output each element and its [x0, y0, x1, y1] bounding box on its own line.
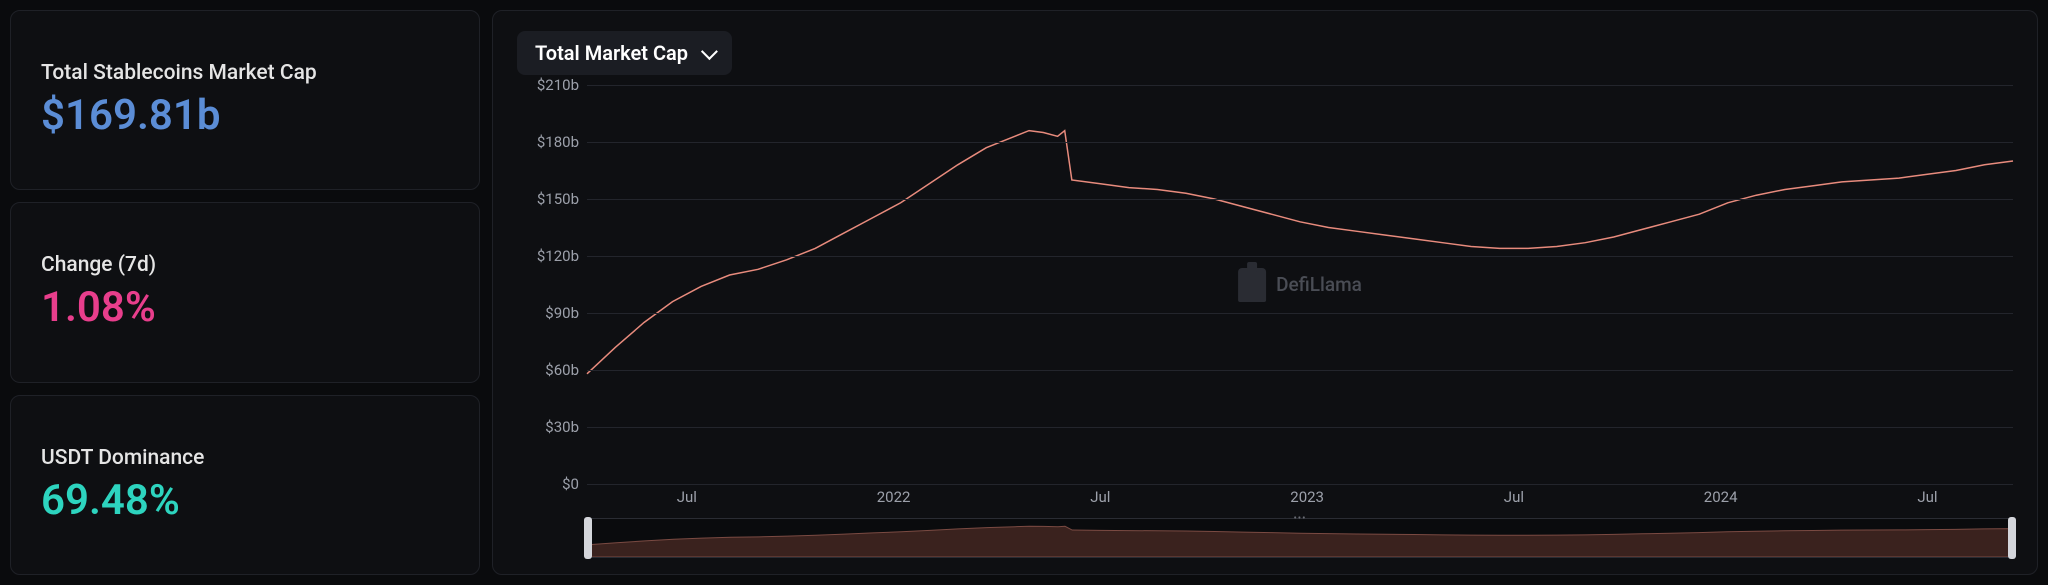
chevron-down-icon: [701, 43, 718, 60]
stat-value: 69.48%: [41, 478, 449, 524]
line-chart-svg: [587, 85, 2013, 484]
dropdown-label: Total Market Cap: [535, 41, 688, 65]
y-tick-label: $90b: [545, 304, 579, 322]
gridline: [587, 256, 2013, 257]
time-brush[interactable]: •••: [587, 518, 2013, 558]
y-tick-label: $180b: [537, 133, 579, 151]
y-tick-label: $210b: [537, 76, 579, 94]
stat-value: $169.81b: [41, 93, 449, 139]
stat-label: Change (7d): [41, 253, 449, 277]
gridline: [587, 427, 2013, 428]
stat-label: USDT Dominance: [41, 446, 449, 470]
chart-area[interactable]: $0$30b$60b$90b$120b$150b$180b$210b DefiL…: [517, 85, 2013, 484]
stat-card-change7d: Change (7d) 1.08%: [10, 202, 480, 382]
gridline: [587, 313, 2013, 314]
x-tick-label: Jul: [677, 488, 697, 506]
y-tick-label: $60b: [545, 361, 579, 379]
x-tick-label: 2022: [877, 488, 911, 506]
y-tick-label: $30b: [545, 418, 579, 436]
chart-metric-dropdown[interactable]: Total Market Cap: [517, 31, 732, 75]
x-tick-label: Jul: [1090, 488, 1110, 506]
stat-card-usdt-dominance: USDT Dominance 69.48%: [10, 395, 480, 575]
brush-handle-right[interactable]: [2008, 517, 2016, 559]
brush-handle-left[interactable]: [584, 517, 592, 559]
stat-card-marketcap: Total Stablecoins Market Cap $169.81b: [10, 10, 480, 190]
gridline: [587, 199, 2013, 200]
gridline: [587, 142, 2013, 143]
plot-area[interactable]: DefiLlama Jul2022Jul2023Jul2024Jul: [587, 85, 2013, 484]
gridline: [587, 85, 2013, 86]
x-tick-label: 2023: [1290, 488, 1324, 506]
stat-label: Total Stablecoins Market Cap: [41, 61, 449, 85]
stats-sidebar: Total Stablecoins Market Cap $169.81b Ch…: [10, 10, 480, 575]
x-tick-label: Jul: [1504, 488, 1524, 506]
stat-value: 1.08%: [41, 285, 449, 331]
y-tick-label: $120b: [537, 247, 579, 265]
gridline: [587, 484, 2013, 485]
y-axis: $0$30b$60b$90b$120b$150b$180b$210b: [517, 85, 587, 484]
x-axis: Jul 2022 Jul 2023 Jul 2024 Jul: [587, 488, 2013, 508]
brush-area-svg: [588, 519, 2012, 557]
x-tick-label: 2024: [1704, 488, 1738, 506]
x-tick-label: Jul: [1917, 488, 1937, 506]
y-tick-label: $0: [562, 475, 579, 493]
gridline: [587, 370, 2013, 371]
chart-panel: Total Market Cap $0 $30b $60b $90b $120b $150…: [492, 10, 2038, 575]
y-tick-label: $150b: [537, 190, 579, 208]
